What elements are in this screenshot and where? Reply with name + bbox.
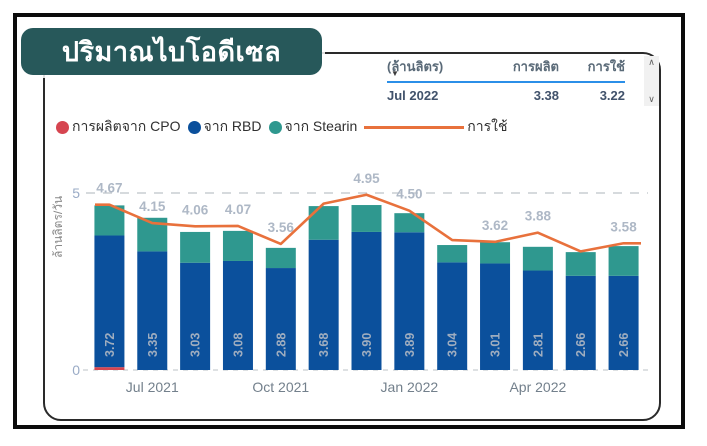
bar-segment-1-1[interactable] — [137, 251, 168, 370]
bar-value-label: 2.81 — [531, 333, 545, 357]
legend-item-cpo[interactable]: การผลิตจาก CPO — [56, 116, 181, 138]
chart-legend: การผลิตจาก CPO จาก RBD จาก Stearin การใช… — [56, 116, 508, 138]
bar-segment-1-6[interactable] — [351, 231, 382, 370]
table-cell-period: Jul 2022 — [387, 88, 439, 103]
legend-label-rbd: จาก RBD — [203, 118, 262, 134]
bar-segment-1-5[interactable] — [308, 239, 339, 370]
line-value-label: 4.15 — [139, 199, 166, 214]
x-tick-label-jul-2021: Jul 2021 — [126, 379, 179, 395]
usage-line[interactable] — [95, 193, 641, 253]
bar-segment-2-6[interactable] — [351, 205, 382, 232]
line-value-label: 3.88 — [525, 209, 552, 224]
x-tick-label-jan-2022: Jan 2022 — [381, 379, 439, 395]
bar-value-label: 2.66 — [617, 333, 631, 357]
bar-value-label: 3.04 — [446, 333, 460, 357]
y-tick-label-0: 0 — [72, 362, 80, 378]
bar-segment-1-11[interactable] — [565, 275, 596, 370]
bar-segment-2-9[interactable] — [480, 242, 511, 264]
bar-segment-2-10[interactable] — [522, 246, 553, 271]
bar-segment-2-0[interactable] — [94, 205, 125, 236]
legend-dot-stearin-icon — [268, 120, 282, 134]
bar-segment-1-9[interactable] — [480, 263, 511, 370]
scroll-up-icon[interactable]: ∧ — [648, 57, 655, 67]
legend-dot-rbd-icon — [187, 120, 201, 134]
sort-descending-icon[interactable]: ▼ — [391, 69, 399, 78]
summary-table-header-unit[interactable]: (ล้านลิตร) ▼ — [387, 56, 479, 78]
legend-dot-cpo-icon — [56, 120, 69, 134]
bar-segment-2-12[interactable] — [608, 246, 639, 276]
legend-label-usage: การใช้ — [467, 118, 508, 134]
summary-table-header-row: (ล้านลิตร) ▼ การผลิต การใช้ — [387, 56, 627, 78]
bar-segment-2-8[interactable] — [437, 245, 468, 263]
x-tick-label-oct-2021: Oct 2021 — [252, 379, 309, 395]
y-tick-label-5: 5 — [72, 185, 80, 201]
bar-segment-1-3[interactable] — [222, 260, 253, 370]
legend-item-usage-line[interactable]: การใช้ — [364, 116, 508, 138]
bar-segment-2-5[interactable] — [308, 206, 339, 240]
line-value-label: 4.95 — [353, 171, 380, 186]
legend-line-icon — [364, 125, 465, 129]
y-axis-title: ล้านลิตร/วัน — [51, 196, 65, 258]
legend-item-stearin[interactable]: จาก Stearin — [268, 116, 358, 138]
page-title: ปริมาณไบโอดีเซล — [21, 28, 322, 75]
line-value-label: 3.62 — [482, 218, 508, 233]
bar-value-label: 3.89 — [403, 333, 417, 357]
bar-value-label: 3.03 — [189, 333, 203, 357]
bar-segment-2-3[interactable] — [222, 230, 253, 261]
bar-value-label: 2.88 — [274, 333, 288, 357]
summary-table-header-production[interactable]: การผลิต — [512, 59, 559, 74]
line-value-label: 4.67 — [96, 181, 122, 196]
legend-label-cpo: การผลิตจาก CPO — [72, 118, 181, 134]
x-tick-label-apr-2022: Apr 2022 — [509, 379, 566, 395]
bar-value-label: 3.72 — [103, 333, 117, 357]
bar-segment-2-2[interactable] — [180, 231, 211, 263]
line-value-label: 4.07 — [225, 202, 251, 217]
line-value-label: 4.06 — [182, 202, 209, 217]
table-scrollbar[interactable]: ∧ ∨ — [644, 56, 659, 106]
table-header-underline — [387, 81, 625, 83]
legend-label-stearin: จาก Stearin — [284, 118, 358, 134]
line-value-label: 3.56 — [268, 220, 295, 235]
bar-segment-2-4[interactable] — [265, 247, 296, 269]
bar-segment-2-11[interactable] — [565, 252, 596, 276]
summary-table-header-usage[interactable]: การใช้ — [587, 59, 625, 74]
unit-header-label: (ล้านลิตร) — [387, 59, 444, 74]
summary-table: (ล้านลิตร) ▼ การผลิต การใช้ Jul 2022 3.3… — [387, 56, 627, 103]
table-cell-usage: 3.22 — [599, 88, 625, 103]
line-value-label: 3.58 — [610, 219, 637, 234]
scroll-down-icon[interactable]: ∨ — [648, 94, 655, 104]
bar-segment-1-10[interactable] — [522, 270, 553, 370]
line-value-label: 4.50 — [396, 187, 422, 202]
bar-segment-1-12[interactable] — [608, 275, 639, 370]
legend-item-rbd[interactable]: จาก RBD — [187, 116, 262, 138]
bar-segment-2-7[interactable] — [394, 213, 425, 233]
bar-segment-1-4[interactable] — [265, 268, 296, 370]
table-cell-production: 3.38 — [533, 88, 559, 103]
bar-segment-1-7[interactable] — [394, 232, 425, 370]
bar-value-label: 2.66 — [574, 333, 588, 357]
bar-segment-1-0[interactable] — [94, 235, 125, 368]
bar-value-label: 3.08 — [231, 333, 245, 357]
bar-segment-1-2[interactable] — [180, 262, 211, 370]
bar-value-label: 3.90 — [360, 333, 374, 357]
table-row[interactable]: Jul 2022 3.38 3.22 — [387, 83, 627, 103]
bar-value-label: 3.01 — [489, 333, 503, 357]
bar-value-label: 3.68 — [317, 333, 331, 357]
bar-value-label: 3.35 — [146, 333, 160, 357]
bar-segment-0-0[interactable] — [94, 367, 125, 370]
bar-segment-1-8[interactable] — [437, 262, 468, 370]
